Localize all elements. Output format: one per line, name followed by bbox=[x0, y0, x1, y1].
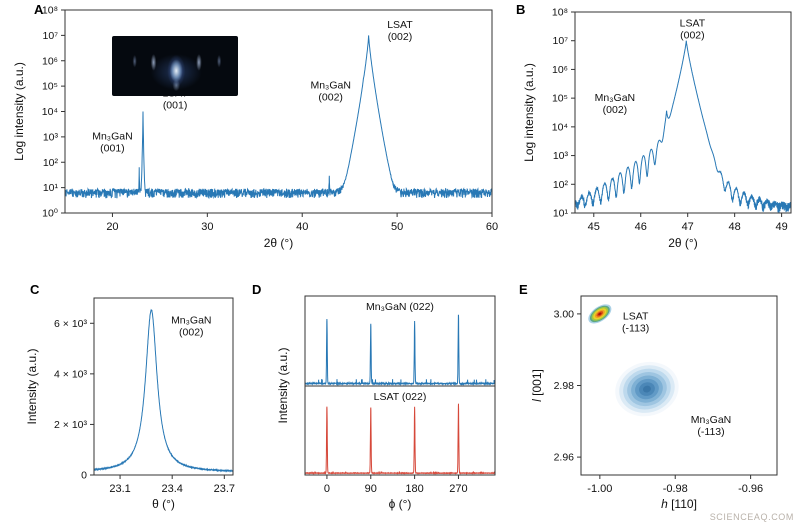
series-line bbox=[304, 314, 496, 386]
x-tick-label: 47 bbox=[682, 221, 694, 233]
panel-c-chart: 23.1 23.4 23.7 0 2 × 10³ 4 × 10³ 6 × 10³ θ (°) I… bbox=[25, 297, 235, 511]
x-tick-label: 23.1 bbox=[109, 483, 130, 495]
panel-d-letter: D bbox=[252, 282, 262, 297]
x-tick-label: 20 bbox=[106, 221, 118, 233]
y-tick-label: 10¹ bbox=[553, 208, 569, 220]
y-tick-label: 2.96 bbox=[554, 452, 575, 464]
x-tick-label: 40 bbox=[296, 221, 308, 233]
panel-e-chart: -1.00 -0.98 -0.96 2.96 2.98 3.00 h [110] l [001… bbox=[530, 295, 778, 511]
x-axis-label: h [110] bbox=[661, 497, 697, 511]
contour-ring bbox=[598, 312, 602, 316]
plot-area bbox=[575, 40, 791, 213]
y-tick-label: 10⁸ bbox=[552, 7, 568, 19]
y-axis-label: Intensity (a.u.) bbox=[276, 347, 290, 423]
x-tick-label: 60 bbox=[486, 221, 498, 233]
rsm-feature bbox=[615, 361, 679, 417]
rheed-inset-image bbox=[112, 36, 238, 96]
x-axis-label: 2θ (°) bbox=[264, 236, 293, 250]
x-tick-label: 45 bbox=[588, 221, 600, 233]
y-tick-label: 10⁸ bbox=[42, 5, 58, 17]
panel-c-letter: C bbox=[30, 282, 40, 297]
y-tick-label: 10⁴ bbox=[552, 121, 568, 133]
peak-annotation: LSAT (002) bbox=[680, 17, 706, 41]
plot-frame bbox=[574, 11, 792, 214]
x-tick-label: -0.96 bbox=[738, 483, 763, 495]
y-tick-label: 10¹ bbox=[43, 182, 59, 194]
series-line bbox=[94, 308, 233, 473]
x-axis-label: ϕ (°) bbox=[389, 497, 412, 511]
y-tick-label: 10⁶ bbox=[552, 64, 568, 76]
y-tick-label: 10⁵ bbox=[552, 93, 568, 105]
panel-b: B 45 46 47 48 49 10¹ 10² 10³ 10⁴ 10⁵ 10⁶ 10⁷ 10⁸ 2θ (… bbox=[505, 0, 800, 268]
peak-annotation: Mn₃GaN (002) bbox=[310, 80, 350, 104]
x-tick-label: 90 bbox=[365, 483, 377, 495]
y-tick-label: 2.98 bbox=[554, 380, 575, 392]
panel-e-letter: E bbox=[519, 282, 528, 297]
x-tick-label: 30 bbox=[201, 221, 213, 233]
plot-frame bbox=[580, 295, 778, 476]
panel-c: C 23.1 23.4 23.7 0 2 × 10³ 4 × 10³ 6 × 10³ θ (°… bbox=[18, 272, 240, 530]
subpanel-label: LSAT (022) bbox=[374, 391, 427, 403]
plot-area bbox=[65, 35, 492, 200]
x-axis-label: θ (°) bbox=[152, 497, 175, 511]
x-tick-label: 48 bbox=[729, 221, 741, 233]
y-tick-label: 10² bbox=[553, 179, 569, 191]
panel-a-chart: 20 30 40 50 60 10⁰ 10¹ 10² 10³ 10⁴ 10⁵ 10⁶ 10⁷ 10⁸ 2θ … bbox=[12, 5, 498, 251]
x-tick-label: 46 bbox=[635, 221, 647, 233]
panel-d: D Mn₃GaN (022) LSAT (022) 0 90 180 270 ϕ (°) In… bbox=[245, 272, 507, 530]
y-tick-label: 10⁷ bbox=[553, 35, 569, 47]
y-tick-label: 10³ bbox=[553, 150, 569, 162]
x-tick-label: -1.00 bbox=[587, 483, 612, 495]
subpanel-label: Mn₃GaN (022) bbox=[366, 301, 434, 313]
panel-e: E -1.00 -0.98 -0.96 2.96 2.98 3.00 h [110] l [0… bbox=[515, 272, 800, 530]
y-tick-label: 6 × 10³ bbox=[54, 318, 87, 330]
y-axis-label: Log intensity (a.u.) bbox=[12, 62, 26, 161]
y-axis-label: Log intensity (a.u.) bbox=[522, 63, 536, 162]
y-tick-label: 10² bbox=[43, 157, 59, 169]
peak-annotation: Mn₃GaN (002) bbox=[595, 92, 635, 116]
peak-annotation: LSAT (-113) bbox=[622, 310, 649, 334]
y-tick-label: 4 × 10³ bbox=[54, 368, 87, 380]
plot-area bbox=[94, 308, 233, 473]
panel-a-letter: A bbox=[34, 2, 44, 17]
contour-ring bbox=[642, 385, 651, 393]
plot-frame bbox=[93, 297, 234, 476]
y-tick-label: 10⁷ bbox=[43, 30, 59, 42]
peak-annotation: LSAT (002) bbox=[387, 19, 413, 43]
series-line bbox=[575, 40, 791, 213]
rsm-feature bbox=[588, 304, 612, 324]
x-tick-label: 23.4 bbox=[161, 483, 182, 495]
x-tick-label: 23.7 bbox=[214, 483, 235, 495]
panel-b-letter: B bbox=[516, 2, 526, 17]
panel-b-chart: 45 46 47 48 49 10¹ 10² 10³ 10⁴ 10⁵ 10⁶ 10⁷ 10⁸ 2θ (°)… bbox=[522, 7, 792, 250]
plot-frame bbox=[304, 385, 496, 476]
y-tick-label: 10³ bbox=[43, 131, 59, 143]
y-tick-label: 10⁴ bbox=[42, 106, 58, 118]
x-tick-label: -0.98 bbox=[663, 483, 688, 495]
x-tick-label: 0 bbox=[324, 483, 330, 495]
y-tick-label: 10⁵ bbox=[42, 81, 58, 93]
y-axis-label: Intensity (a.u.) bbox=[25, 348, 39, 424]
y-tick-label: 10⁶ bbox=[42, 55, 58, 67]
y-axis-label: l [001] bbox=[530, 369, 544, 402]
y-tick-label: 0 bbox=[81, 470, 87, 482]
y-tick-label: 10⁰ bbox=[42, 208, 58, 220]
x-tick-label: 50 bbox=[391, 221, 403, 233]
y-tick-label: 3.00 bbox=[554, 308, 575, 320]
panel-a: A 20 30 40 50 60 10⁰ 10¹ 10² 10³ 10⁴ 10⁵ 10⁶ 10⁷ 10⁸ 2… bbox=[0, 0, 505, 268]
x-axis-label: 2θ (°) bbox=[668, 236, 697, 250]
panel-d-chart: Mn₃GaN (022) LSAT (022) 0 90 180 270 ϕ (°) Inte… bbox=[276, 295, 496, 511]
x-tick-label: 270 bbox=[449, 483, 467, 495]
x-tick-label: 49 bbox=[775, 221, 787, 233]
series-line bbox=[304, 403, 495, 475]
x-tick-label: 180 bbox=[405, 483, 423, 495]
peak-annotation: Mn₃GaN (001) bbox=[92, 130, 132, 154]
series-line bbox=[65, 35, 492, 200]
y-tick-label: 2 × 10³ bbox=[54, 419, 87, 431]
rsm-plot-area bbox=[588, 304, 679, 417]
watermark: SCIENCEAQ.COM bbox=[709, 512, 794, 522]
peak-annotation: Mn₃GaN (-113) bbox=[691, 414, 731, 438]
peak-annotation: Mn₃GaN (002) bbox=[171, 314, 211, 338]
